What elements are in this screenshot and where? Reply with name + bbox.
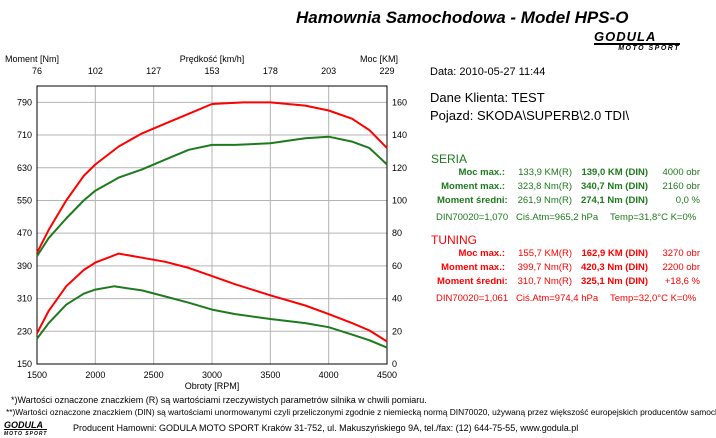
left-tick-label: 230 (17, 326, 32, 336)
left-tick-label: 150 (17, 359, 32, 369)
page-title: Hamownia Samochodowa - Model HPS-O (296, 8, 629, 27)
vehicle-name: Pojazd: SKODA\SUPERB\2.0 TDI\ (430, 108, 630, 123)
seria-title: SERIA (431, 152, 468, 166)
tuning-power-line (36, 101, 388, 254)
right-tick-label: 60 (392, 261, 402, 271)
seria-row-0-label: Moc max.: (458, 167, 505, 178)
x-tick-label: 4500 (377, 370, 397, 380)
tuning-row-2-din: 325,1 Nm (DIN) (580, 276, 648, 287)
seria-row-0-r: 133,9 KM(R) (518, 167, 572, 178)
x-tick-label: 2000 (85, 370, 105, 380)
tuning-row-2-extra: +18,6 % (664, 276, 700, 287)
footnote-r: *)Wartości oznaczone znaczkiem (R) są wa… (11, 395, 427, 405)
right-axis-label: Moc [KM] (360, 54, 398, 64)
right-tick-label: 80 (392, 228, 402, 238)
tuning-temperature: Temp=32,0°C K=0% (610, 293, 697, 304)
tuning-row-2-r: 310,7 Nm(R) (517, 276, 572, 287)
seria-row-2-label: Moment średni: (437, 195, 508, 206)
right-tick-label: 100 (392, 195, 407, 205)
seria-row-1-extra: 2160 obr (662, 181, 700, 192)
footnote-din: **)Wartości oznaczone znaczkiem (DIN) są… (6, 407, 716, 417)
tuning-row-0-extra: 3270 obr (662, 248, 700, 259)
top-tick-label: 203 (321, 66, 336, 76)
footer-logo-bottom: MOTO SPORT (4, 431, 48, 437)
client-name: Dane Klienta: TEST (430, 90, 545, 105)
tuning-row-1-din: 420,3 Nm (DIN) (580, 262, 648, 273)
producer-info: Producent Hamowni: GODULA MOTO SPORT Kra… (73, 423, 579, 433)
logo-bottom-text: MOTO SPORT (618, 45, 680, 52)
seria-row-2-extra: 0,0 % (675, 195, 700, 206)
tuning-pressure: Ciś.Atm=974,4 hPa (516, 293, 599, 304)
x-tick-label: 3500 (260, 370, 280, 380)
seria-row-0-extra: 4000 obr (662, 167, 700, 178)
tuning-row-0-r: 155,7 KM(R) (518, 248, 572, 259)
right-tick-label: 140 (392, 130, 407, 140)
tuning-din-factor: DIN70020=1,061 (436, 293, 509, 304)
left-tick-label: 710 (17, 130, 32, 140)
plot-frame (36, 85, 388, 365)
left-tick-label: 390 (17, 261, 32, 271)
right-tick-label: 20 (392, 326, 402, 336)
tuning-row-1-label: Moment max.: (441, 262, 505, 273)
left-tick-label: 630 (17, 163, 32, 173)
left-tick-label: 310 (17, 294, 32, 304)
seria-row-1-din: 340,7 Nm (DIN) (580, 181, 648, 192)
tuning-row-2-label: Moment średni: (437, 276, 508, 287)
tuning-row-1-extra: 2200 obr (662, 262, 700, 273)
test-date: Data: 2010-05-27 11:44 (430, 66, 546, 78)
right-tick-label: 40 (392, 294, 402, 304)
left-tick-label: 790 (17, 97, 32, 107)
x-tick-label: 3000 (202, 370, 222, 380)
chart-grid (36, 86, 388, 365)
seria-row-2-din: 274,1 Nm (DIN) (580, 195, 648, 206)
top-tick-label: 127 (146, 66, 161, 76)
tuning-row-0-din: 162,9 KM (DIN) (581, 248, 648, 259)
right-tick-label: 160 (392, 97, 407, 107)
seria-din-factor: DIN70020=1,070 (436, 212, 509, 223)
x-axis-label: Obroty [RPM] (185, 381, 240, 391)
seria-row-2-r: 261,9 Nm(R) (517, 195, 572, 206)
logo-top-text: GODULA (594, 30, 680, 45)
x-tick-label: 1500 (27, 370, 47, 380)
chart-series (36, 101, 388, 349)
top-tick-label: 76 (32, 66, 42, 76)
left-axis-label: Moment [Nm] (5, 54, 59, 64)
seria-pressure: Ciś.Atm=965,2 hPa (516, 212, 599, 223)
footer-logo-top: GODULA (4, 421, 48, 430)
left-tick-label: 550 (17, 195, 32, 205)
seria-temperature: Temp=31,8°C K=0% (610, 212, 697, 223)
footer-logo: GODULA MOTO SPORT (4, 421, 48, 438)
tuning-row-1-r: 399,7 Nm(R) (517, 262, 572, 273)
x-tick-label: 4000 (319, 370, 339, 380)
right-tick-label: 0 (392, 359, 397, 369)
right-tick-label: 120 (392, 163, 407, 173)
seria-row-0-din: 139,0 KM (DIN) (581, 167, 648, 178)
top-tick-label: 178 (263, 66, 278, 76)
top-tick-label: 153 (204, 66, 219, 76)
seria-power-line (36, 135, 388, 257)
seria-row-1-r: 323,8 Nm(R) (517, 181, 572, 192)
top-axis-label: Prędkość [km/h] (180, 54, 245, 64)
tuning-row-0-label: Moc max.: (458, 248, 505, 259)
seria-row-1-label: Moment max.: (441, 181, 505, 192)
tuning-title: TUNING (431, 233, 477, 247)
tuning-torque-line (36, 252, 388, 343)
top-tick-label: 229 (379, 66, 394, 76)
godula-logo: GODULA MOTO SPORT (594, 30, 680, 52)
left-tick-label: 470 (17, 228, 32, 238)
x-tick-label: 2500 (144, 370, 164, 380)
seria-torque-line (36, 285, 388, 349)
top-tick-label: 102 (88, 66, 103, 76)
